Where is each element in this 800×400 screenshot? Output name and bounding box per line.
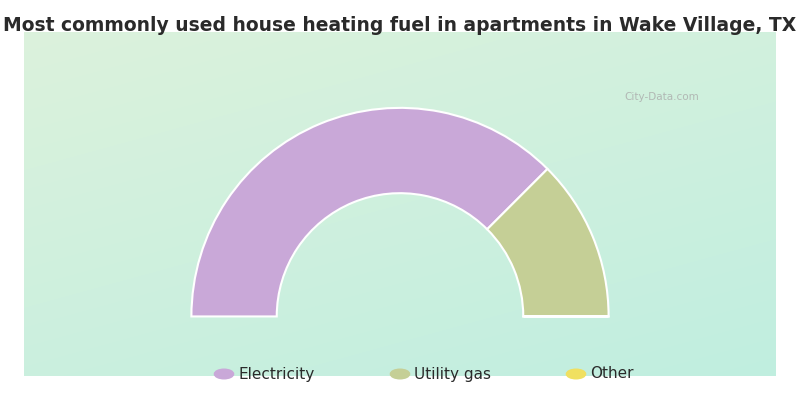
Text: Electricity: Electricity bbox=[238, 366, 314, 382]
Text: Most commonly used house heating fuel in apartments in Wake Village, TX: Most commonly used house heating fuel in… bbox=[3, 16, 797, 35]
Text: Other: Other bbox=[590, 366, 634, 382]
Text: City-Data.com: City-Data.com bbox=[624, 92, 698, 102]
Wedge shape bbox=[191, 108, 547, 316]
Text: Utility gas: Utility gas bbox=[414, 366, 491, 382]
Wedge shape bbox=[487, 169, 609, 316]
